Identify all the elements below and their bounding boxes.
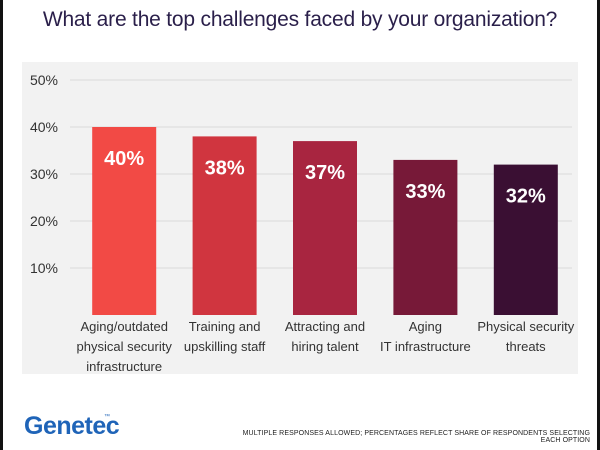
category-label-line: Aging (409, 319, 442, 334)
bar-value-label: 33% (405, 181, 445, 203)
logo-trademark: ™ (104, 414, 110, 420)
bar (192, 136, 257, 315)
category-label: Physical security threats (477, 319, 574, 354)
footnote: MULTIPLE RESPONSES ALLOWED; PERCENTAGES … (242, 430, 590, 444)
bar (493, 164, 558, 315)
category-label-line: hiring talent (291, 339, 359, 354)
bar (92, 127, 157, 315)
genetec-logo: Genetec (24, 412, 120, 440)
bar-value-label: 37% (305, 162, 345, 184)
y-tick-label: 30% (30, 166, 58, 182)
category-label-line: Attracting and (285, 319, 365, 334)
y-tick-label: 20% (30, 213, 58, 229)
bar-value-label: 32% (506, 186, 546, 208)
category-label-line: upskilling staff (184, 339, 266, 354)
bar-value-label: 40% (104, 148, 144, 170)
y-tick-label: 50% (30, 72, 58, 88)
category-label-line: Physical security (477, 319, 574, 334)
y-tick-label: 10% (30, 260, 58, 276)
category-label-line: IT infrastructure (380, 339, 471, 354)
bar (293, 141, 357, 315)
category-label-line: Training and (189, 319, 261, 334)
bar-value-label: 38% (205, 157, 245, 179)
category-label-line: physical security (77, 339, 173, 354)
category-label: Aging/outdated physical security infrastru… (77, 319, 173, 374)
category-label-line: Aging/outdated (80, 319, 167, 334)
chart-title: What are the top challenges faced by you… (42, 8, 558, 31)
bar (393, 159, 458, 315)
bar-chart: 10% 20% 30% 40% 50% 40% Aging/outdated physical… (30, 72, 575, 374)
category-label: Attracting and hiring talent (285, 319, 365, 354)
category-label-line: threats (506, 339, 546, 354)
category-label: Training and upskilling staff (184, 319, 266, 354)
category-label: Aging IT infrastructure (380, 319, 471, 354)
y-tick-label: 40% (30, 119, 58, 135)
category-label-line: infrastructure (86, 359, 162, 374)
